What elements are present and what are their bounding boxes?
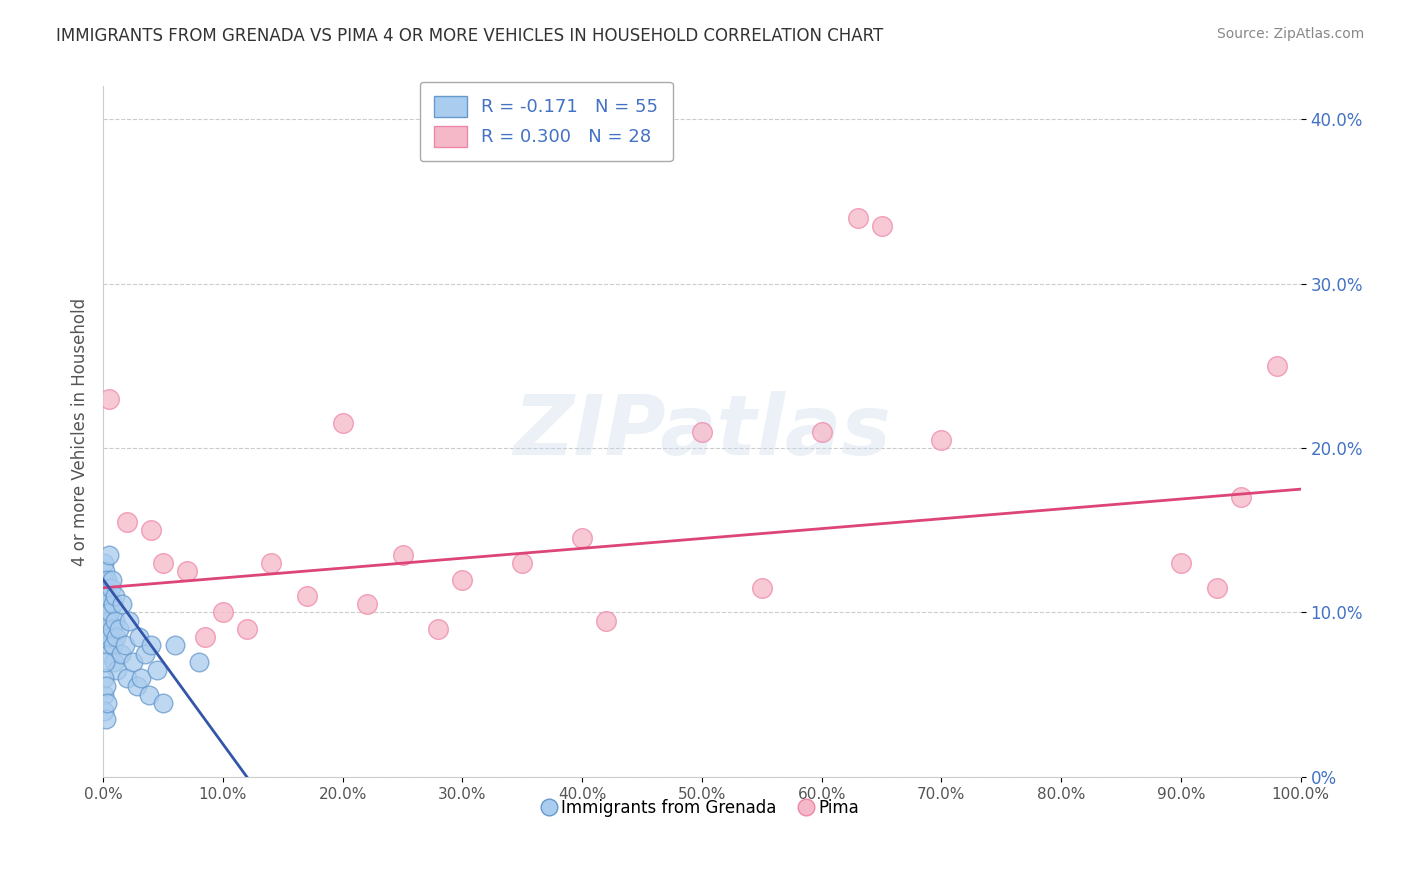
Point bbox=[94, 655, 117, 669]
Point bbox=[96, 606, 118, 620]
Point bbox=[751, 581, 773, 595]
Point bbox=[114, 638, 136, 652]
Point bbox=[212, 606, 235, 620]
Point bbox=[510, 556, 533, 570]
Point bbox=[1205, 581, 1227, 595]
Point bbox=[94, 614, 117, 628]
Point bbox=[115, 671, 138, 685]
Point bbox=[100, 622, 122, 636]
Point bbox=[139, 523, 162, 537]
Point bbox=[93, 671, 115, 685]
Text: ZIPatlas: ZIPatlas bbox=[513, 391, 891, 472]
Point bbox=[391, 548, 413, 562]
Point bbox=[194, 630, 217, 644]
Point bbox=[115, 515, 138, 529]
Point bbox=[98, 548, 121, 562]
Point bbox=[94, 680, 117, 694]
Point bbox=[356, 597, 378, 611]
Point bbox=[332, 417, 354, 431]
Point bbox=[122, 655, 145, 669]
Point bbox=[94, 630, 117, 644]
Point bbox=[97, 638, 120, 652]
Point bbox=[94, 589, 117, 603]
Point bbox=[870, 219, 893, 233]
Point bbox=[810, 425, 832, 439]
Point bbox=[187, 655, 209, 669]
Point bbox=[107, 622, 129, 636]
Legend: Immigrants from Grenada, Pima: Immigrants from Grenada, Pima bbox=[538, 792, 866, 824]
Point bbox=[98, 630, 121, 644]
Point bbox=[97, 589, 120, 603]
Point bbox=[111, 597, 134, 611]
Point bbox=[94, 712, 117, 726]
Point bbox=[236, 622, 259, 636]
Point bbox=[152, 556, 174, 570]
Point bbox=[128, 630, 150, 644]
Point bbox=[846, 211, 869, 225]
Point bbox=[146, 663, 169, 677]
Point bbox=[260, 556, 283, 570]
Point bbox=[103, 638, 125, 652]
Point bbox=[98, 606, 121, 620]
Point bbox=[97, 614, 120, 628]
Point bbox=[427, 622, 450, 636]
Point bbox=[103, 655, 125, 669]
Point bbox=[103, 614, 125, 628]
Point bbox=[595, 614, 617, 628]
Point bbox=[138, 688, 160, 702]
Point bbox=[139, 638, 162, 652]
Point bbox=[101, 573, 124, 587]
Point bbox=[107, 663, 129, 677]
Point bbox=[163, 638, 186, 652]
Point bbox=[152, 696, 174, 710]
Text: Source: ZipAtlas.com: Source: ZipAtlas.com bbox=[1216, 27, 1364, 41]
Point bbox=[96, 573, 118, 587]
Point bbox=[94, 606, 117, 620]
Point bbox=[98, 392, 121, 406]
Point bbox=[97, 647, 120, 661]
Point bbox=[1229, 491, 1251, 505]
Point bbox=[125, 680, 148, 694]
Point bbox=[931, 433, 953, 447]
Point bbox=[101, 597, 124, 611]
Point bbox=[134, 647, 156, 661]
Point bbox=[295, 589, 318, 603]
Point bbox=[93, 556, 115, 570]
Text: IMMIGRANTS FROM GRENADA VS PIMA 4 OR MORE VEHICLES IN HOUSEHOLD CORRELATION CHAR: IMMIGRANTS FROM GRENADA VS PIMA 4 OR MOR… bbox=[56, 27, 883, 45]
Point bbox=[96, 622, 118, 636]
Point bbox=[105, 630, 128, 644]
Point bbox=[97, 597, 120, 611]
Point bbox=[96, 581, 118, 595]
Y-axis label: 4 or more Vehicles in Household: 4 or more Vehicles in Household bbox=[72, 298, 89, 566]
Point bbox=[93, 581, 115, 595]
Point bbox=[118, 614, 141, 628]
Point bbox=[100, 581, 122, 595]
Point bbox=[1265, 359, 1288, 373]
Point bbox=[93, 704, 115, 718]
Point bbox=[176, 565, 198, 579]
Point bbox=[690, 425, 713, 439]
Point bbox=[110, 647, 132, 661]
Point bbox=[96, 696, 118, 710]
Point bbox=[104, 589, 127, 603]
Point bbox=[93, 573, 115, 587]
Point bbox=[451, 573, 474, 587]
Point bbox=[571, 532, 593, 546]
Point bbox=[131, 671, 153, 685]
Point bbox=[1170, 556, 1192, 570]
Point bbox=[93, 688, 115, 702]
Point bbox=[94, 565, 117, 579]
Point bbox=[93, 597, 115, 611]
